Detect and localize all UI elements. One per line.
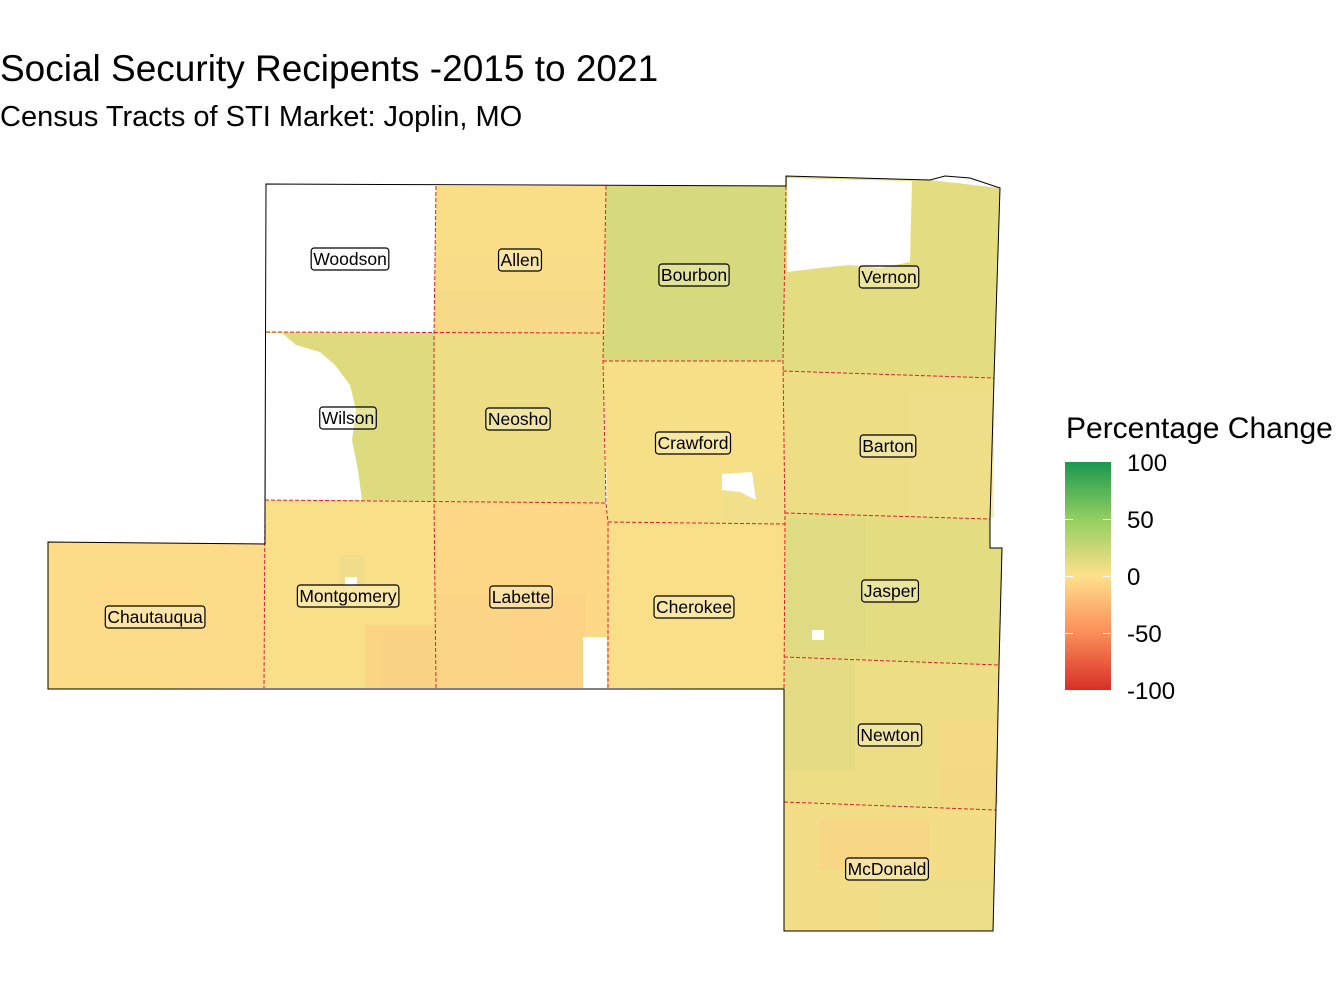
- county-label-mcdonald: McDonald: [845, 857, 929, 881]
- legend-tick: [1065, 633, 1073, 634]
- legend-tick-label: -50: [1127, 621, 1162, 648]
- county-label-box: [653, 595, 735, 619]
- tract-patch: [820, 820, 930, 870]
- county-border: [782, 185, 787, 690]
- county-label-text: Newton: [860, 725, 919, 745]
- tract-patch: [940, 720, 998, 805]
- legend-title: Percentage Change: [1066, 412, 1333, 445]
- no-data-area: [583, 637, 607, 688]
- county-label-box: [658, 263, 730, 287]
- county-border: [783, 801, 997, 811]
- tract-patch: [910, 388, 994, 518]
- market-outline: [47, 175, 1003, 932]
- county-label-cherokee: Cherokee: [653, 595, 735, 619]
- no-data-area: [722, 472, 756, 500]
- legend-tick-label: 50: [1127, 507, 1154, 534]
- county-label-text: Vernon: [861, 267, 916, 287]
- county-label-jasper: Jasper: [861, 579, 920, 603]
- county-label-box: [104, 605, 206, 629]
- county-border: [782, 370, 995, 379]
- county-label-labette: Labette: [489, 585, 553, 609]
- county-label-woodson: Woodson: [310, 247, 390, 271]
- county-label-chautauqua: Chautauqua: [104, 605, 206, 629]
- county-label-newton: Newton: [857, 723, 923, 747]
- tract-patch: [785, 519, 865, 649]
- legend-tick-label: 100: [1127, 450, 1168, 477]
- legend-tick-label: -100: [1127, 678, 1176, 705]
- county-border: [784, 512, 991, 520]
- county-label-allen: Allen: [497, 248, 543, 272]
- county-label-text: Jasper: [864, 581, 917, 601]
- county-label-box: [485, 407, 551, 431]
- county-label-crawford: Crawford: [654, 431, 732, 455]
- no-data-area: [266, 333, 362, 500]
- county-label-box: [654, 431, 732, 455]
- legend-tick: [1103, 519, 1111, 520]
- county-label-box: [861, 579, 920, 603]
- map-title: Social Security Recipents -2015 to 2021: [0, 48, 659, 89]
- county-chautauqua: [48, 542, 265, 689]
- tract-patch: [785, 660, 855, 770]
- no-data-area: [345, 577, 357, 585]
- county-label-box: [497, 248, 543, 272]
- tract-patch: [365, 625, 435, 688]
- county-label-text: Chautauqua: [107, 607, 203, 627]
- county-cherokee: [608, 522, 785, 689]
- county-label-text: Montgomery: [299, 586, 397, 606]
- county-border: [264, 499, 607, 504]
- county-label-box: [310, 247, 390, 271]
- county-label-text: Barton: [862, 436, 914, 456]
- map-subtitle: Census Tracts of STI Market: Joplin, MO: [0, 101, 523, 133]
- tract-patch: [436, 595, 586, 688]
- county-label-text: McDonald: [848, 859, 927, 879]
- legend-tick-label: 0: [1127, 564, 1141, 591]
- county-border: [607, 521, 786, 525]
- county-label-box: [296, 584, 400, 608]
- county-label-text: Cherokee: [656, 597, 732, 617]
- county-bourbon: [603, 186, 786, 361]
- tract-patch: [880, 880, 993, 931]
- county-label-text: Wilson: [322, 408, 375, 428]
- no-data-area: [812, 630, 824, 640]
- county-neosho: [434, 333, 606, 503]
- no-data-area: [787, 178, 912, 272]
- county-label-text: Bourbon: [661, 265, 727, 285]
- county-label-vernon: Vernon: [858, 265, 920, 289]
- county-label-bourbon: Bourbon: [658, 263, 730, 287]
- county-label-box: [489, 585, 553, 609]
- county-label-box: [858, 265, 920, 289]
- legend-tick: [1065, 519, 1073, 520]
- county-label-montgomery: Montgomery: [296, 584, 400, 608]
- county-label-box: [859, 434, 917, 458]
- county-border: [433, 185, 437, 689]
- tract-patch: [436, 186, 606, 291]
- legend-tick: [1103, 633, 1111, 634]
- county-label-text: Labette: [492, 587, 550, 607]
- county-border: [602, 185, 609, 688]
- county-label-neosho: Neosho: [485, 407, 551, 431]
- county-label-barton: Barton: [859, 434, 917, 458]
- county-label-text: Allen: [501, 250, 540, 270]
- county-label-text: Crawford: [658, 433, 729, 453]
- county-woodson: [266, 184, 436, 333]
- county-label-box: [319, 406, 377, 430]
- county-label-text: Woodson: [313, 249, 387, 269]
- county-label-box: [845, 857, 929, 881]
- tract-patch: [436, 291, 606, 333]
- county-label-wilson: Wilson: [319, 406, 377, 430]
- legend-tick: [1103, 576, 1111, 577]
- legend-tick: [1065, 576, 1073, 577]
- county-border: [265, 331, 604, 334]
- county-label-box: [857, 723, 923, 747]
- county-label-text: Neosho: [488, 409, 548, 429]
